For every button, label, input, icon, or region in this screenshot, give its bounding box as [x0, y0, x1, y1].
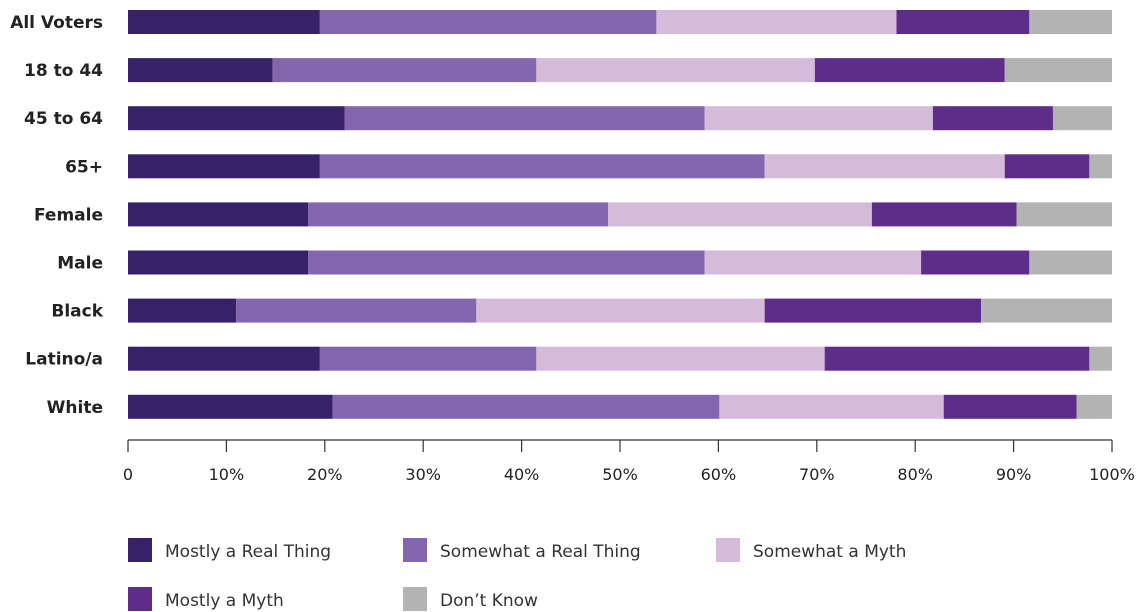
bar-row [128, 202, 1112, 227]
bar-segment-somewhat-a-real-thing [344, 106, 705, 131]
bar-segment-mostly-a-myth [896, 10, 1030, 34]
bar-segment-don-t-know [1004, 58, 1112, 83]
bar-segment-mostly-a-myth [932, 106, 1053, 131]
legend-item-somewhat-a-myth: Somewhat a Myth [716, 538, 906, 562]
legend-item-mostly-a-myth: Mostly a Myth [128, 587, 284, 611]
bar-segment-mostly-a-real-thing [128, 10, 320, 34]
x-tick-label: 60% [701, 465, 737, 484]
x-tick-label: 90% [996, 465, 1032, 484]
bar-segment-mostly-a-real-thing [128, 202, 309, 227]
legend-swatch [403, 538, 427, 562]
bar-segment-somewhat-a-real-thing [308, 202, 609, 227]
category-label: 65+ [65, 157, 103, 177]
bar-segment-somewhat-a-real-thing [236, 298, 477, 323]
bar-segment-don-t-know [1029, 250, 1112, 275]
bar-segment-somewhat-a-myth [608, 202, 872, 227]
category-label: Black [51, 302, 103, 322]
category-label: 45 to 64 [24, 109, 103, 129]
bar-segment-somewhat-a-myth [719, 394, 944, 419]
legend: Mostly a Real Thing Somewhat a Real Thing… [128, 538, 906, 611]
bar-row [128, 250, 1112, 275]
bar-segment-somewhat-a-real-thing [319, 10, 657, 34]
bar-segment-somewhat-a-myth [656, 10, 897, 34]
bar-segment-somewhat-a-real-thing [319, 154, 765, 179]
bar-segment-don-t-know [1029, 10, 1112, 34]
bar-row [128, 394, 1112, 419]
legend-label: Mostly a Myth [165, 591, 284, 611]
bar-segment-somewhat-a-myth [764, 154, 1005, 179]
x-tick-label: 30% [405, 465, 441, 484]
bar-segment-mostly-a-real-thing [128, 250, 309, 275]
bar-segment-mostly-a-myth [921, 250, 1030, 275]
x-tick-label: 10% [209, 465, 245, 484]
bar-segment-mostly-a-real-thing [128, 346, 320, 371]
bar-segment-somewhat-a-myth [704, 250, 922, 275]
category-label: Male [57, 254, 103, 274]
x-tick-label: 50% [602, 465, 638, 484]
category-label: 18 to 44 [24, 61, 103, 81]
bars-layer [128, 10, 1112, 419]
bar-segment-somewhat-a-myth [536, 346, 825, 371]
bar-row [128, 346, 1112, 371]
bar-row [128, 154, 1112, 179]
bar-segment-mostly-a-real-thing [128, 58, 273, 83]
category-label: White [47, 398, 103, 418]
legend-label: Mostly a Real Thing [165, 542, 331, 562]
bar-segment-somewhat-a-myth [476, 298, 765, 323]
legend-item-somewhat-a-real-thing: Somewhat a Real Thing [403, 538, 641, 562]
x-tick-label: 20% [307, 465, 343, 484]
bar-row [128, 58, 1112, 83]
category-label: Latino/a [25, 350, 103, 370]
x-tick-label: 40% [504, 465, 540, 484]
legend-swatch [716, 538, 740, 562]
x-axis: 0 10% 20% 30% 40% 50% 60% 70% 80% 90% 100% [123, 439, 1135, 484]
category-label: Female [34, 205, 103, 225]
bar-segment-somewhat-a-real-thing [272, 58, 537, 83]
bar-segment-somewhat-a-myth [536, 58, 815, 83]
legend-swatch [403, 587, 427, 611]
legend-swatch [128, 587, 152, 611]
bar-segment-mostly-a-myth [814, 58, 1005, 83]
x-tick-label: 70% [799, 465, 835, 484]
bar-segment-mostly-a-myth [943, 394, 1077, 419]
bar-row [128, 298, 1112, 323]
bar-segment-mostly-a-real-thing [128, 106, 345, 131]
bar-segment-mostly-a-myth [764, 298, 982, 323]
legend-label: Somewhat a Real Thing [440, 542, 641, 562]
bar-segment-somewhat-a-real-thing [308, 250, 705, 275]
bar-row [128, 10, 1112, 34]
bar-segment-mostly-a-myth [871, 202, 1017, 227]
bar-segment-somewhat-a-real-thing [319, 346, 537, 371]
bar-segment-don-t-know [1089, 154, 1112, 179]
bar-segment-mostly-a-real-thing [128, 298, 237, 323]
x-tick-label: 100% [1089, 465, 1135, 484]
bar-segment-mostly-a-myth [824, 346, 1090, 371]
bar-segment-mostly-a-real-thing [128, 154, 320, 179]
bar-segment-don-t-know [1076, 394, 1112, 419]
bar-segment-don-t-know [1016, 202, 1112, 227]
legend-item-mostly-a-real-thing: Mostly a Real Thing [128, 538, 331, 562]
bar-row [128, 106, 1112, 131]
legend-label: Somewhat a Myth [753, 542, 906, 562]
legend-swatch [128, 538, 152, 562]
category-label: All Voters [10, 13, 103, 33]
bar-segment-mostly-a-real-thing [128, 394, 333, 419]
bar-segment-mostly-a-myth [1004, 154, 1090, 179]
bar-segment-don-t-know [981, 298, 1112, 323]
legend-item-don-t-know: Don’t Know [403, 587, 538, 611]
bar-segment-don-t-know [1052, 106, 1112, 131]
bar-segment-somewhat-a-real-thing [332, 394, 720, 419]
category-labels: All Voters 18 to 44 45 to 64 65+ Female Male B… [10, 13, 103, 418]
x-tick-label: 80% [897, 465, 933, 484]
bar-segment-somewhat-a-myth [704, 106, 933, 131]
bar-segment-don-t-know [1089, 346, 1112, 371]
legend-label: Don’t Know [440, 591, 538, 611]
x-tick-label: 0 [123, 465, 133, 484]
